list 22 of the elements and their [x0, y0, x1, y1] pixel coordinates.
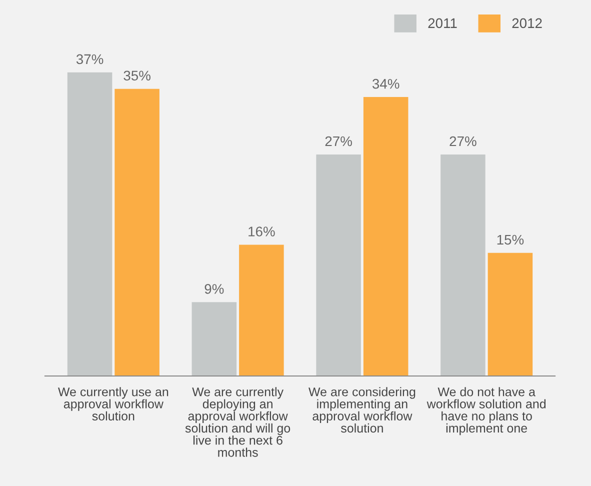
bar: [316, 154, 361, 376]
bar: [67, 72, 112, 376]
data-label: 27%: [325, 136, 352, 146]
data-label: 15%: [497, 234, 524, 245]
data-label: 9%: [204, 284, 224, 294]
x-tick-label: We currently use an approval workflow solution: [58, 387, 168, 421]
data-label: 34%: [372, 78, 400, 89]
legend-label: 2011: [428, 18, 457, 28]
bar: [488, 252, 533, 376]
x-tick-label: We are currently deploying an approval workflow solution and will go live in the next 6 months: [185, 387, 290, 457]
data-label: 27%: [450, 136, 476, 146]
data-label: 37%: [76, 54, 104, 64]
legend-label: 2012: [512, 18, 542, 28]
bar: [440, 154, 486, 376]
bar: [239, 244, 284, 376]
bar: [363, 97, 408, 376]
data-label: 35%: [124, 70, 150, 81]
x-tick-label: We do not have a workflow solution and have no plans to implement one: [426, 387, 546, 436]
data-label: 16%: [248, 226, 275, 236]
bar: [192, 302, 237, 376]
bar: [114, 88, 160, 376]
x-tick-label: We are considering implementing an approval workflow solution: [308, 387, 416, 433]
